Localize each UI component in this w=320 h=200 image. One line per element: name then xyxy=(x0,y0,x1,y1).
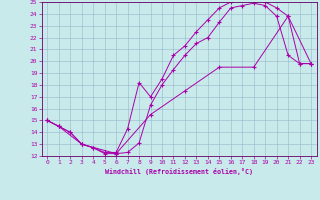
X-axis label: Windchill (Refroidissement éolien,°C): Windchill (Refroidissement éolien,°C) xyxy=(105,168,253,175)
